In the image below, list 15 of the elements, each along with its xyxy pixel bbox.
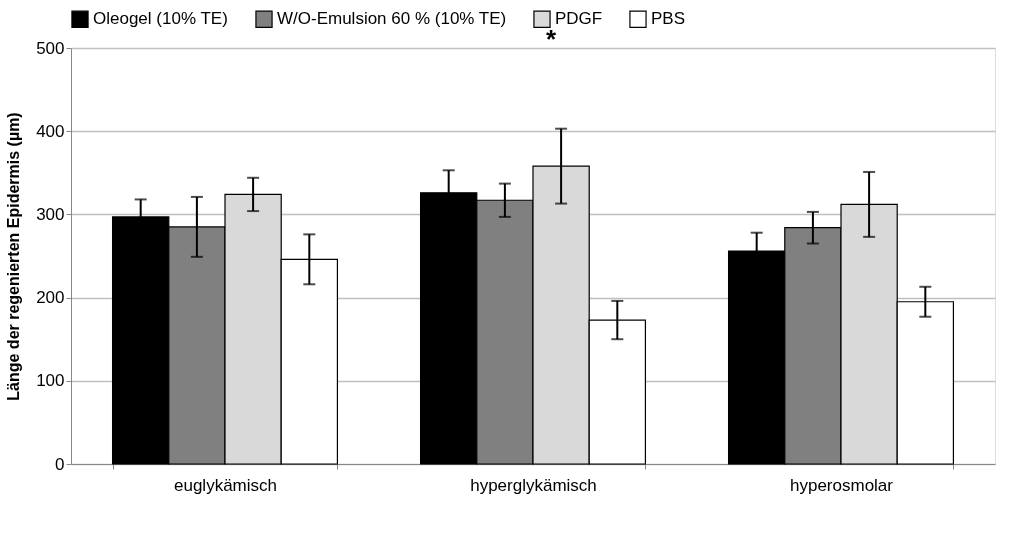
legend-label: Oleogel (10% TE) [93,9,228,29]
y-tick-label: 100 [36,371,65,391]
y-axis-title: Länge der regenierten Epidermis (µm) [5,112,23,401]
y-tick-label: 0 [55,454,65,474]
legend-label: PBS [651,9,686,29]
x-tick-label: euglykämisch [174,475,277,495]
y-tick-label: 500 [36,38,65,58]
y-tick-label: 200 [36,288,65,308]
y-tick-label: 400 [36,121,65,141]
annotation: * [545,24,557,54]
legend-label: PDGF [555,9,603,29]
x-tick-label: hyperosmolar [790,475,894,495]
x-tick-label: hyperglykämisch [470,475,597,495]
legend-label: W/O-Emulsion 60 % (10% TE) [277,9,507,29]
y-tick-label: 300 [36,204,65,224]
